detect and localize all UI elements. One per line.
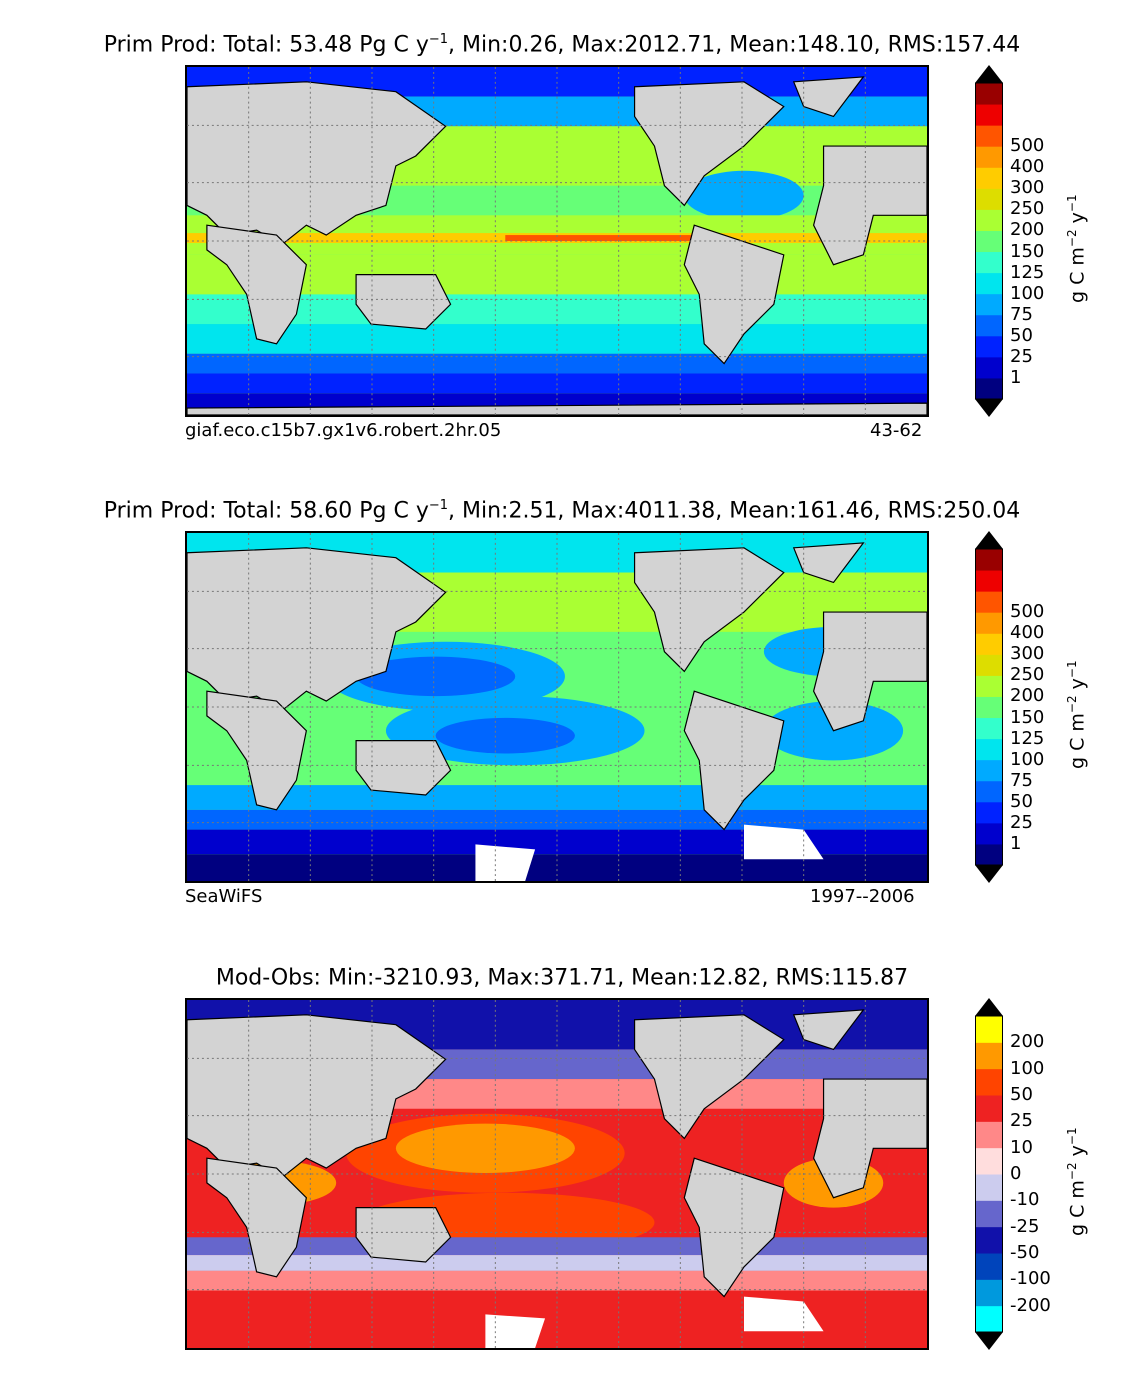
colorbar-swatch bbox=[975, 1174, 1003, 1201]
caption-right: 1997--2006 bbox=[810, 886, 915, 907]
colorbar-tick-label: 25 bbox=[1010, 811, 1033, 833]
colorbar-swatch bbox=[975, 293, 1003, 316]
panel-title: Mod-Obs: Min:-3210.93, Max:371.71, Mean:… bbox=[215, 965, 909, 991]
colorbar-tick-label: 300 bbox=[1010, 643, 1045, 665]
colorbar-swatch bbox=[975, 738, 1003, 761]
colorbar-swatch bbox=[975, 1147, 1003, 1175]
colorbar-swatch bbox=[975, 1226, 1003, 1254]
colorbar-tick-label: 400 bbox=[1010, 156, 1045, 178]
colorbar-tick-label: -50 bbox=[1010, 1242, 1040, 1263]
colorbar-swatch bbox=[975, 230, 1003, 253]
colorbar-swatch bbox=[975, 717, 1003, 740]
colorbar-unit-label: g C m−2 y−1 bbox=[1065, 1127, 1089, 1236]
map-model-minus-obs bbox=[185, 998, 929, 1350]
colorbar-tick-label: -100 bbox=[1010, 1268, 1051, 1290]
colorbar-swatch bbox=[975, 356, 1003, 379]
colorbar-swatch bbox=[975, 125, 1003, 147]
colorbar-swatch bbox=[975, 1016, 1003, 1043]
panel-title: Prim Prod: Total: 53.48 Pg C y−1, Min:0.… bbox=[103, 32, 1021, 58]
colorbar-tick-label: 0 bbox=[1010, 1163, 1022, 1184]
colorbar-swatch bbox=[975, 612, 1003, 634]
colorbar-tick-label: 250 bbox=[1010, 198, 1045, 220]
colorbar-tick-label: 250 bbox=[1010, 664, 1045, 686]
caption-left: giaf.eco.c15b7.gx1v6.robert.2hr.05 bbox=[185, 420, 502, 441]
colorbar-tick-label: 300 bbox=[1010, 177, 1045, 199]
colorbar-swatch bbox=[975, 209, 1003, 231]
colorbar-tick-label: 1 bbox=[1010, 366, 1022, 388]
colorbar-tick-label: 200 bbox=[1010, 1031, 1045, 1053]
colorbar-extend-max bbox=[975, 65, 1003, 83]
colorbar bbox=[975, 998, 1003, 1350]
colorbar-tick-label: 25 bbox=[1010, 345, 1033, 367]
map-seawifs-primary-production bbox=[185, 531, 929, 883]
colorbar-tick-label: 100 bbox=[1010, 748, 1045, 770]
caption-right: 43-62 bbox=[870, 420, 923, 441]
colorbar-tick-label: -10 bbox=[1010, 1189, 1040, 1211]
colorbar-extend-max bbox=[975, 531, 1003, 549]
colorbar-swatch bbox=[975, 1095, 1003, 1122]
colorbar-swatch bbox=[975, 1200, 1003, 1228]
colorbar-swatch bbox=[975, 780, 1003, 803]
colorbar-tick-label: 1 bbox=[1010, 832, 1022, 854]
map-model-primary-production bbox=[185, 65, 929, 417]
colorbar-unit-label: g C m−2 y−1 bbox=[1065, 660, 1089, 769]
colorbar-tick-label: 500 bbox=[1010, 135, 1045, 157]
colorbar-extend-min bbox=[975, 865, 1003, 883]
colorbar-swatch bbox=[975, 1279, 1003, 1307]
colorbar-swatch bbox=[975, 335, 1003, 358]
colorbar-tick-label: 50 bbox=[1010, 1084, 1033, 1105]
colorbar-swatch bbox=[975, 591, 1003, 613]
colorbar-tick-label: 125 bbox=[1010, 261, 1045, 283]
colorbar-tick-label: 50 bbox=[1010, 790, 1033, 812]
colorbar-tick-label: 100 bbox=[1010, 1057, 1045, 1079]
colorbar-swatch bbox=[975, 759, 1003, 782]
colorbar-swatch bbox=[975, 1068, 1003, 1096]
colorbar-swatch bbox=[975, 188, 1003, 210]
colorbar-swatch bbox=[975, 167, 1003, 189]
colorbar-swatch bbox=[975, 104, 1003, 126]
colorbar-swatch bbox=[975, 843, 1003, 866]
colorbar-swatch bbox=[975, 83, 1003, 105]
colorbar-swatch bbox=[975, 570, 1003, 592]
colorbar-tick-label: 100 bbox=[1010, 282, 1045, 304]
colorbar-swatch bbox=[975, 1042, 1003, 1070]
colorbar-extend-min bbox=[975, 399, 1003, 417]
colorbar-swatch bbox=[975, 654, 1003, 676]
colorbar-swatch bbox=[975, 251, 1003, 274]
colorbar-swatch bbox=[975, 696, 1003, 719]
colorbar-tick-label: 150 bbox=[1010, 706, 1045, 728]
colorbar-tick-label: 150 bbox=[1010, 240, 1045, 262]
colorbar-swatch bbox=[975, 146, 1003, 168]
colorbar-swatch bbox=[975, 272, 1003, 295]
colorbar-swatch bbox=[975, 314, 1003, 337]
colorbar bbox=[975, 531, 1003, 883]
colorbar-swatch bbox=[975, 633, 1003, 655]
colorbar-tick-label: 125 bbox=[1010, 727, 1045, 749]
colorbar-tick-label: 500 bbox=[1010, 601, 1045, 623]
colorbar-tick-label: 400 bbox=[1010, 622, 1045, 644]
colorbar-tick-label: -200 bbox=[1010, 1294, 1051, 1316]
colorbar-tick-label: 50 bbox=[1010, 324, 1033, 346]
colorbar bbox=[975, 65, 1003, 417]
colorbar-extend-max bbox=[975, 998, 1003, 1016]
caption-left: SeaWiFS bbox=[185, 886, 263, 907]
colorbar-swatch bbox=[975, 675, 1003, 697]
colorbar-swatch bbox=[975, 549, 1003, 571]
colorbar-swatch bbox=[975, 1253, 1003, 1280]
colorbar-tick-label: 200 bbox=[1010, 685, 1045, 707]
colorbar-tick-label: 10 bbox=[1010, 1136, 1033, 1158]
colorbar-swatch bbox=[975, 801, 1003, 824]
panel-title: Prim Prod: Total: 58.60 Pg C y−1, Min:2.… bbox=[103, 498, 1021, 524]
colorbar-unit-label: g C m−2 y−1 bbox=[1065, 194, 1089, 303]
colorbar-swatch bbox=[975, 1305, 1003, 1333]
colorbar-extend-min bbox=[975, 1332, 1003, 1350]
colorbar-swatch bbox=[975, 1121, 1003, 1149]
colorbar-swatch bbox=[975, 822, 1003, 845]
colorbar-tick-label: 75 bbox=[1010, 303, 1033, 325]
colorbar-tick-label: 75 bbox=[1010, 769, 1033, 791]
colorbar-tick-label: 200 bbox=[1010, 219, 1045, 241]
colorbar-swatch bbox=[975, 377, 1003, 400]
colorbar-tick-label: -25 bbox=[1010, 1215, 1040, 1237]
colorbar-tick-label: 25 bbox=[1010, 1110, 1033, 1132]
